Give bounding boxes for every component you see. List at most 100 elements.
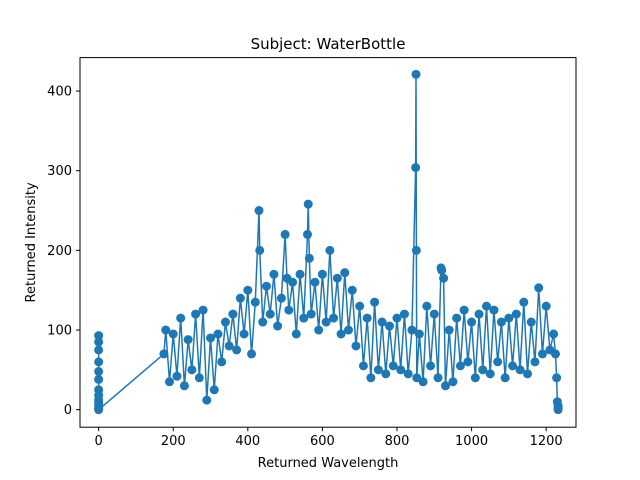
x-tick-label: 1200 bbox=[530, 434, 563, 449]
data-point bbox=[537, 349, 547, 359]
data-point bbox=[370, 297, 380, 307]
data-point bbox=[373, 365, 383, 375]
data-point bbox=[422, 301, 432, 311]
data-point bbox=[228, 309, 238, 319]
data-point bbox=[385, 321, 395, 331]
y-tick-label: 0 bbox=[64, 403, 72, 418]
data-point bbox=[295, 269, 305, 279]
data-point bbox=[255, 245, 265, 255]
y-tick-label: 400 bbox=[47, 85, 72, 100]
data-point bbox=[94, 374, 104, 384]
data-point bbox=[303, 199, 313, 209]
data-point bbox=[232, 345, 242, 355]
data-point bbox=[444, 325, 454, 335]
data-point bbox=[284, 305, 294, 315]
data-point bbox=[191, 309, 201, 319]
data-point bbox=[478, 365, 488, 375]
data-point bbox=[209, 385, 219, 395]
data-point bbox=[94, 337, 104, 347]
x-tick-label: 0 bbox=[95, 434, 103, 449]
data-point bbox=[94, 366, 104, 376]
data-point bbox=[314, 325, 324, 335]
data-point bbox=[526, 317, 536, 327]
series-line bbox=[97, 73, 559, 411]
data-point bbox=[94, 405, 104, 415]
data-point bbox=[183, 335, 193, 345]
data-point bbox=[459, 305, 469, 315]
data-point bbox=[198, 305, 208, 315]
data-point bbox=[94, 345, 104, 355]
data-point bbox=[429, 309, 439, 319]
data-point bbox=[553, 405, 563, 415]
data-point bbox=[206, 333, 216, 343]
data-point bbox=[392, 313, 402, 323]
data-point bbox=[552, 373, 562, 383]
data-point bbox=[485, 369, 495, 379]
data-point bbox=[336, 329, 346, 339]
data-point bbox=[493, 357, 503, 367]
data-point bbox=[530, 357, 540, 367]
x-tick-label: 200 bbox=[161, 434, 186, 449]
y-tick-label: 300 bbox=[47, 164, 72, 179]
data-point bbox=[355, 301, 365, 311]
data-point bbox=[325, 245, 335, 255]
data-point bbox=[321, 317, 331, 327]
data-point bbox=[452, 313, 462, 323]
data-point bbox=[269, 269, 279, 279]
x-tick-label: 1000 bbox=[455, 434, 488, 449]
data-point bbox=[396, 365, 406, 375]
chart-title: Subject: WaterBottle bbox=[251, 35, 406, 53]
data-point bbox=[217, 357, 227, 367]
plot-area bbox=[94, 69, 563, 415]
data-point bbox=[187, 365, 197, 375]
x-tick-label: 600 bbox=[310, 434, 335, 449]
axes-frame bbox=[79, 57, 577, 428]
data-point bbox=[504, 313, 514, 323]
data-point bbox=[288, 277, 298, 287]
data-point bbox=[213, 329, 223, 339]
data-point bbox=[470, 373, 480, 383]
data-point bbox=[235, 293, 245, 303]
data-point bbox=[239, 329, 249, 339]
data-point bbox=[351, 341, 361, 351]
data-point bbox=[329, 313, 339, 323]
y-tick-label: 100 bbox=[47, 324, 72, 339]
data-point bbox=[291, 329, 301, 339]
data-point bbox=[467, 317, 477, 327]
data-point bbox=[340, 268, 350, 278]
x-tick-label: 800 bbox=[385, 434, 410, 449]
data-point bbox=[310, 277, 320, 287]
data-point bbox=[463, 357, 473, 367]
data-point bbox=[243, 285, 253, 295]
data-point bbox=[347, 285, 357, 295]
data-point bbox=[550, 349, 560, 359]
data-point bbox=[273, 321, 283, 331]
data-point bbox=[523, 369, 533, 379]
data-point bbox=[159, 349, 169, 359]
data-point bbox=[411, 69, 421, 79]
data-point bbox=[168, 329, 178, 339]
y-tick-label: 200 bbox=[47, 244, 72, 259]
x-axis: 0 200 400 600 800 1000 1200 bbox=[95, 427, 563, 449]
data-point bbox=[94, 331, 104, 341]
data-point bbox=[194, 373, 204, 383]
data-point bbox=[224, 341, 234, 351]
data-point bbox=[508, 361, 518, 371]
data-point bbox=[306, 309, 316, 319]
data-point bbox=[161, 325, 171, 335]
data-point bbox=[440, 381, 450, 391]
data-point bbox=[377, 317, 387, 327]
data-point bbox=[388, 361, 398, 371]
data-point bbox=[455, 361, 465, 371]
data-point bbox=[276, 293, 286, 303]
data-point bbox=[261, 281, 271, 291]
data-point bbox=[172, 371, 182, 381]
data-point bbox=[254, 206, 264, 216]
data-point bbox=[439, 273, 449, 283]
data-point bbox=[344, 325, 354, 335]
data-point bbox=[534, 283, 544, 293]
data-point bbox=[165, 377, 174, 387]
data-point bbox=[258, 317, 268, 327]
data-point bbox=[399, 309, 409, 319]
